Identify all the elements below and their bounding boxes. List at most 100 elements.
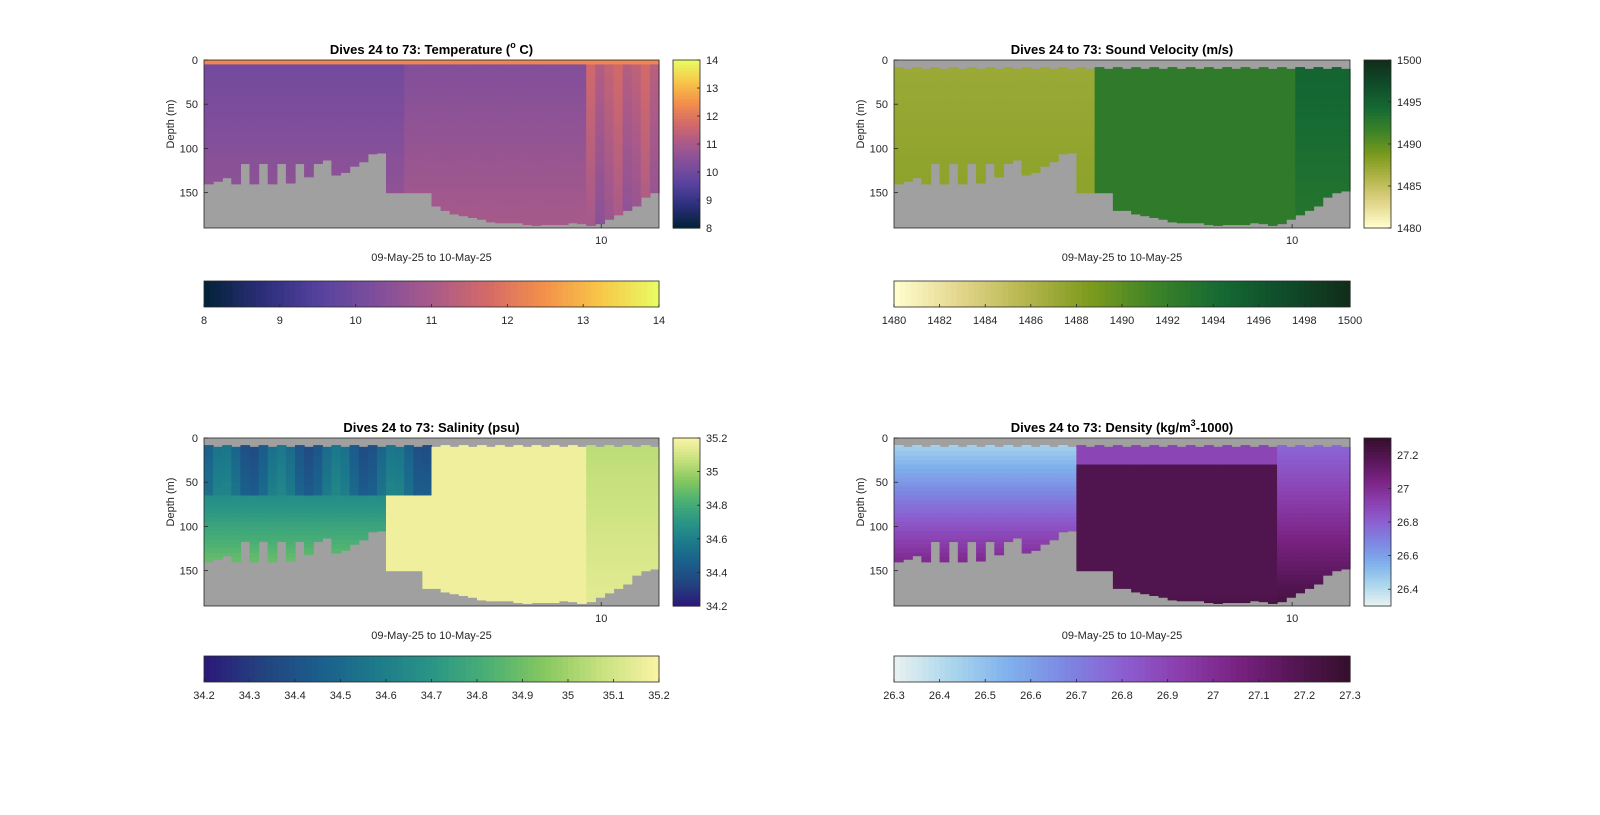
bottom-colorbar-swatch bbox=[1093, 281, 1100, 307]
right-colorbar-swatch bbox=[673, 169, 700, 173]
heatmap-cell bbox=[540, 583, 551, 589]
bottom-colorbar-swatch bbox=[1275, 281, 1283, 307]
heatmap-cell bbox=[386, 104, 396, 110]
heatmap-cell bbox=[613, 539, 624, 545]
heatmap-cell bbox=[1140, 183, 1150, 189]
heatmap-cell bbox=[276, 526, 287, 532]
heatmap-cell bbox=[1331, 90, 1342, 96]
heatmap-cell bbox=[467, 183, 478, 189]
heatmap-cell bbox=[431, 64, 442, 70]
heatmap-cell bbox=[903, 126, 913, 132]
heatmap-cell bbox=[540, 161, 551, 167]
heatmap-cell bbox=[1304, 144, 1315, 150]
heatmap-cell bbox=[313, 460, 323, 466]
heatmap-cell bbox=[276, 486, 287, 492]
heatmap-cell bbox=[976, 82, 986, 88]
heatmap-cell bbox=[613, 113, 624, 119]
heatmap-cell bbox=[495, 188, 505, 194]
heatmap-cell bbox=[467, 161, 478, 167]
heatmap-cell bbox=[1331, 188, 1342, 194]
heatmap-cell bbox=[531, 219, 542, 225]
heatmap-cell bbox=[240, 513, 251, 519]
heatmap-cell bbox=[276, 451, 287, 457]
heatmap-cell bbox=[1112, 192, 1123, 198]
heatmap-cell bbox=[966, 77, 977, 83]
heatmap-cell bbox=[558, 68, 569, 74]
heatmap-cell bbox=[1103, 170, 1114, 176]
heatmap-cell bbox=[1049, 152, 1059, 158]
heatmap-cell bbox=[1240, 67, 1251, 70]
heatmap-cell bbox=[1131, 108, 1141, 114]
heatmap-cell bbox=[513, 486, 524, 492]
heatmap-cell bbox=[458, 64, 469, 70]
heatmap-cell bbox=[1286, 205, 1296, 211]
heatmap-cell bbox=[358, 152, 369, 158]
heatmap-cell bbox=[1204, 77, 1214, 83]
heatmap-cell bbox=[903, 130, 913, 136]
heatmap-cell bbox=[1122, 148, 1132, 154]
heatmap-cell bbox=[513, 477, 524, 483]
heatmap-cell bbox=[1231, 82, 1242, 88]
heatmap-cell bbox=[1167, 68, 1178, 74]
heatmap-cell bbox=[413, 148, 423, 154]
heatmap-cell bbox=[340, 99, 351, 105]
chart-title-main: Dives 24 to 73: Salinity (psu) bbox=[343, 420, 519, 435]
heatmap-cell bbox=[930, 68, 941, 74]
heatmap-cell bbox=[522, 73, 533, 79]
heatmap-cell bbox=[1103, 77, 1114, 83]
heatmap-cell bbox=[1304, 183, 1315, 189]
heatmap-cell bbox=[222, 499, 232, 505]
heatmap-cell bbox=[1340, 166, 1351, 172]
heatmap-cell bbox=[1085, 135, 1096, 141]
heatmap-cell bbox=[649, 468, 660, 474]
heatmap-cell bbox=[957, 117, 968, 123]
heatmap-cell bbox=[1030, 104, 1041, 110]
heatmap-cell bbox=[413, 530, 423, 536]
heatmap-cell bbox=[213, 530, 223, 536]
heatmap-cell bbox=[431, 121, 442, 127]
heatmap-cell bbox=[522, 535, 533, 541]
heatmap-cell bbox=[912, 95, 922, 101]
heatmap-cell bbox=[513, 446, 524, 452]
heatmap-cell bbox=[1231, 174, 1242, 180]
heatmap-cell bbox=[1286, 135, 1296, 141]
heatmap-cell bbox=[358, 504, 369, 510]
heatmap-cell bbox=[1222, 161, 1233, 167]
heatmap-cell bbox=[1222, 166, 1233, 172]
heatmap-cell bbox=[440, 161, 451, 167]
heatmap-cell bbox=[404, 86, 414, 92]
heatmap-cell bbox=[1295, 90, 1305, 96]
heatmap-cell bbox=[1249, 170, 1260, 176]
heatmap-cell bbox=[558, 192, 569, 198]
heatmap-cell bbox=[395, 99, 405, 105]
heatmap-cell bbox=[1331, 82, 1342, 88]
heatmap-cell bbox=[1140, 86, 1150, 92]
heatmap-cell bbox=[222, 135, 232, 141]
bottom-colorbar-swatch bbox=[255, 281, 262, 307]
heatmap-cell bbox=[540, 575, 551, 581]
heatmap-cell bbox=[1103, 90, 1114, 96]
heatmap-cell bbox=[604, 566, 615, 572]
heatmap-cell bbox=[930, 77, 941, 83]
heatmap-cell bbox=[395, 68, 405, 74]
heatmap-cell bbox=[340, 157, 351, 163]
heatmap-cell bbox=[903, 104, 913, 110]
heatmap-cell bbox=[495, 579, 505, 585]
heatmap-cell bbox=[1213, 152, 1223, 158]
heatmap-cell bbox=[1194, 104, 1205, 110]
heatmap-cell bbox=[486, 73, 496, 79]
heatmap-cell bbox=[267, 446, 278, 452]
heatmap-cell bbox=[631, 135, 642, 141]
heatmap-cell bbox=[985, 82, 995, 88]
heatmap-cell bbox=[577, 135, 587, 141]
heatmap-cell bbox=[1231, 68, 1242, 74]
heatmap-cell bbox=[622, 201, 633, 207]
heatmap-cell bbox=[486, 205, 496, 211]
heatmap-cell bbox=[467, 579, 478, 585]
heatmap-cell bbox=[622, 517, 633, 523]
heatmap-cell bbox=[577, 557, 587, 563]
heatmap-cell bbox=[1185, 205, 1196, 211]
heatmap-cell bbox=[267, 82, 278, 88]
heatmap-cell bbox=[1304, 104, 1315, 110]
heatmap-cell bbox=[285, 530, 296, 536]
